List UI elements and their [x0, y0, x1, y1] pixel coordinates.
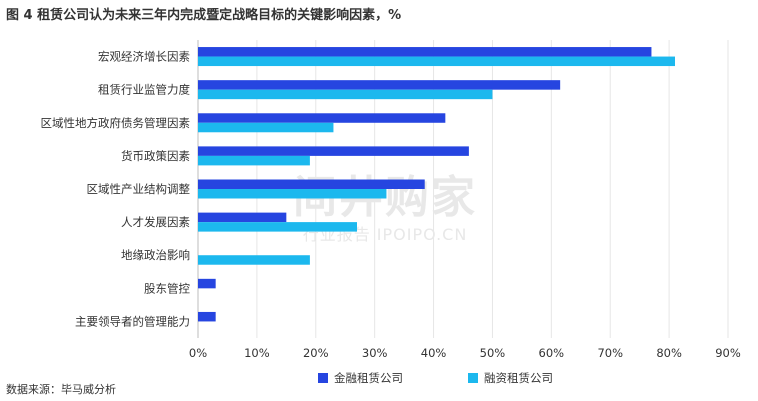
legend-label: 金融租赁公司 — [334, 371, 403, 385]
bar-financial-leasing — [198, 212, 287, 223]
category-label: 宏观经济增长因素 — [98, 50, 190, 64]
bar-finance-leasing — [198, 89, 493, 100]
x-tick-label: 50% — [480, 346, 506, 360]
legend-swatch — [318, 373, 328, 383]
bar-financial-leasing — [198, 146, 469, 156]
x-tick-label: 20% — [303, 346, 329, 360]
category-labels: 宏观经济增长因素租赁行业监管力度区域性地方政府债务管理因素货币政策因素区域性产业… — [41, 50, 191, 329]
bar-financial-leasing — [198, 47, 652, 57]
x-tick-label: 80% — [656, 346, 682, 360]
category-label: 人才发展因素 — [121, 215, 190, 229]
chart-title: 图 4 租赁公司认为未来三年内完成暨定战略目标的关键影响因素，% — [6, 8, 402, 23]
x-tick-label: 0% — [189, 346, 207, 360]
category-label: 主要领导者的管理能力 — [75, 314, 190, 328]
x-tick-label: 70% — [597, 346, 623, 360]
category-label: 区域性地方政府债务管理因素 — [41, 116, 191, 130]
category-label: 租赁行业监管力度 — [98, 83, 190, 97]
bar-finance-leasing — [198, 155, 310, 166]
category-label: 货币政策因素 — [121, 149, 190, 163]
x-tick-label: 60% — [539, 346, 565, 360]
bar-finance-leasing — [198, 222, 357, 232]
x-tick-label: 10% — [244, 346, 270, 360]
x-axis-ticks: 0% 10% 20% 30% 40% 50% 60% 70% 80% 90% — [189, 346, 741, 360]
x-tick-label: 40% — [421, 346, 447, 360]
legend-label: 融资租赁公司 — [484, 371, 553, 385]
category-label: 地缘政治影响 — [121, 248, 190, 262]
bar-finance-leasing — [198, 189, 387, 199]
bars — [198, 47, 675, 322]
bar-finance-leasing — [198, 122, 334, 133]
bar-financial-leasing — [198, 278, 216, 289]
bar-finance-leasing — [198, 56, 675, 67]
category-label: 股东管控 — [144, 281, 190, 295]
bar-finance-leasing — [198, 255, 310, 265]
legend-swatch — [468, 373, 478, 383]
x-tick-label: 90% — [715, 346, 741, 360]
bar-financial-leasing — [198, 179, 425, 189]
bar-financial-leasing — [198, 113, 446, 123]
bar-financial-leasing — [198, 311, 216, 322]
data-source: 数据来源：毕马威分析 — [6, 383, 116, 396]
legend: 金融租赁公司 融资租赁公司 — [318, 371, 553, 385]
bar-financial-leasing — [198, 80, 561, 90]
x-tick-label: 30% — [362, 346, 388, 360]
category-label: 区域性产业结构调整 — [87, 182, 191, 196]
